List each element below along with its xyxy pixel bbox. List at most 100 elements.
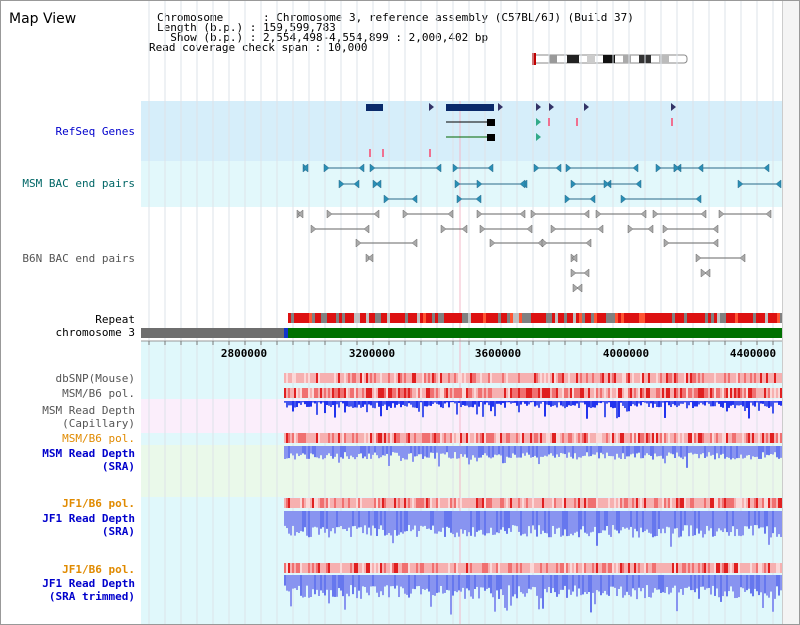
pol-cell [516, 563, 518, 573]
pol-cell [380, 563, 382, 573]
pol-cell [776, 433, 778, 443]
pol-cell [596, 563, 598, 573]
pol-cell [374, 498, 376, 508]
track-label-msm-depth-sra[interactable]: MSM Read Depth [42, 447, 135, 460]
pol-cell [374, 563, 376, 573]
pol-cell [692, 373, 694, 383]
depth-bar [356, 446, 358, 458]
track-label-chromosome[interactable]: chromosome 3 [55, 326, 135, 339]
depth-bar [534, 401, 536, 407]
pol-cell [692, 433, 694, 443]
pol-cell [740, 388, 742, 398]
pol-cell [434, 388, 436, 398]
pol-cell [674, 373, 676, 383]
pol-cell [700, 498, 702, 508]
depth-bar [678, 446, 680, 457]
pol-cell [336, 498, 338, 508]
depth-bar [474, 401, 476, 405]
pol-cell [530, 373, 532, 383]
bac-end [373, 209, 380, 219]
depth-bar [346, 511, 348, 531]
track-label-msm-b6-pol[interactable]: MSM/B6 pol. [62, 387, 135, 400]
depth-bar [334, 511, 336, 534]
pol-cell [364, 433, 366, 443]
bac-end [358, 163, 365, 173]
depth-bar [454, 446, 456, 453]
pol-cell [708, 373, 710, 383]
pol-cell [690, 563, 692, 573]
pol-cell [736, 433, 738, 443]
depth-bar [408, 401, 410, 404]
gene-arrow [536, 103, 541, 111]
pol-cell [568, 563, 570, 573]
track-label-b6n-bac[interactable]: B6N BAC end pairs [22, 252, 135, 265]
depth-bar [396, 401, 398, 405]
depth-bar [288, 446, 290, 459]
pol-cell [648, 433, 650, 443]
depth-bar [398, 401, 400, 404]
pol-cell [328, 433, 330, 443]
pol-cell [548, 373, 550, 383]
genome-plot[interactable]: 2800000 3200000 3600000 4000000 4400000 [141, 1, 782, 625]
bac-end [487, 163, 494, 173]
depth-bar [616, 575, 618, 597]
depth-bar [370, 401, 372, 406]
pol-cell [562, 498, 564, 508]
track-label-repeat[interactable]: Repeat [95, 313, 135, 326]
pol-cell [680, 498, 682, 508]
depth-bar [554, 511, 556, 534]
pol-cell [564, 433, 566, 443]
track-label-msm-depth-capillary[interactable]: MSM Read Depth [42, 404, 135, 417]
depth-bar [482, 401, 484, 417]
depth-bar [388, 511, 390, 534]
pol-cell [638, 388, 640, 398]
pol-cell [656, 388, 658, 398]
depth-bar [546, 511, 548, 534]
pol-cell [450, 563, 452, 573]
depth-bar [692, 511, 694, 536]
tracks-svg[interactable] [141, 1, 782, 625]
track-label-jf1-depth-sra[interactable]: JF1 Read Depth [42, 512, 135, 525]
repeat-segment [465, 313, 468, 323]
repeat-segment [696, 313, 699, 323]
depth-bar [776, 401, 778, 403]
depth-bar [716, 401, 718, 403]
depth-bar [610, 446, 612, 457]
pol-cell [508, 373, 510, 383]
depth-bar [296, 446, 298, 454]
pol-cell [602, 433, 604, 443]
track-label-refseq[interactable]: RefSeq Genes [55, 125, 135, 138]
pol-cell [626, 498, 628, 508]
repeat-segment [378, 313, 381, 323]
pol-cell [764, 563, 766, 573]
track-label-dbsnp[interactable]: dbSNP(Mouse) [55, 372, 135, 385]
depth-bar [384, 511, 386, 536]
depth-bar [318, 446, 320, 459]
depth-bar [350, 446, 352, 456]
bac-end [297, 209, 304, 219]
track-label-jf1-b6-pol-2[interactable]: JF1/B6 pol. [62, 563, 135, 576]
vertical-scrollbar[interactable] [782, 1, 799, 624]
axis-tick-label: 4400000 [729, 347, 777, 360]
bac-end [565, 163, 572, 173]
depth-bar [536, 401, 538, 406]
depth-bar [414, 511, 416, 526]
depth-bar [392, 511, 394, 544]
track-label-jf1-depth-trimmed[interactable]: JF1 Read Depth [42, 577, 135, 590]
depth-bar [372, 446, 374, 455]
repeat-segment [555, 313, 558, 323]
pol-cell [480, 433, 482, 443]
depth-bar [574, 575, 576, 586]
track-label-jf1-b6-pol[interactable]: JF1/B6 pol. [62, 497, 135, 510]
depth-bar [694, 575, 696, 593]
pol-cell [336, 388, 338, 398]
track-label-msm-bac[interactable]: MSM BAC end pairs [22, 177, 135, 190]
track-label-msm-b6-pol-2[interactable]: MSM/B6 pol. [62, 432, 135, 445]
depth-bar [304, 401, 306, 405]
pol-cell [496, 433, 498, 443]
depth-bar [284, 511, 286, 526]
pol-cell [532, 388, 534, 398]
depth-bar [520, 511, 522, 536]
bac-end [323, 163, 330, 173]
depth-bar [512, 511, 514, 526]
